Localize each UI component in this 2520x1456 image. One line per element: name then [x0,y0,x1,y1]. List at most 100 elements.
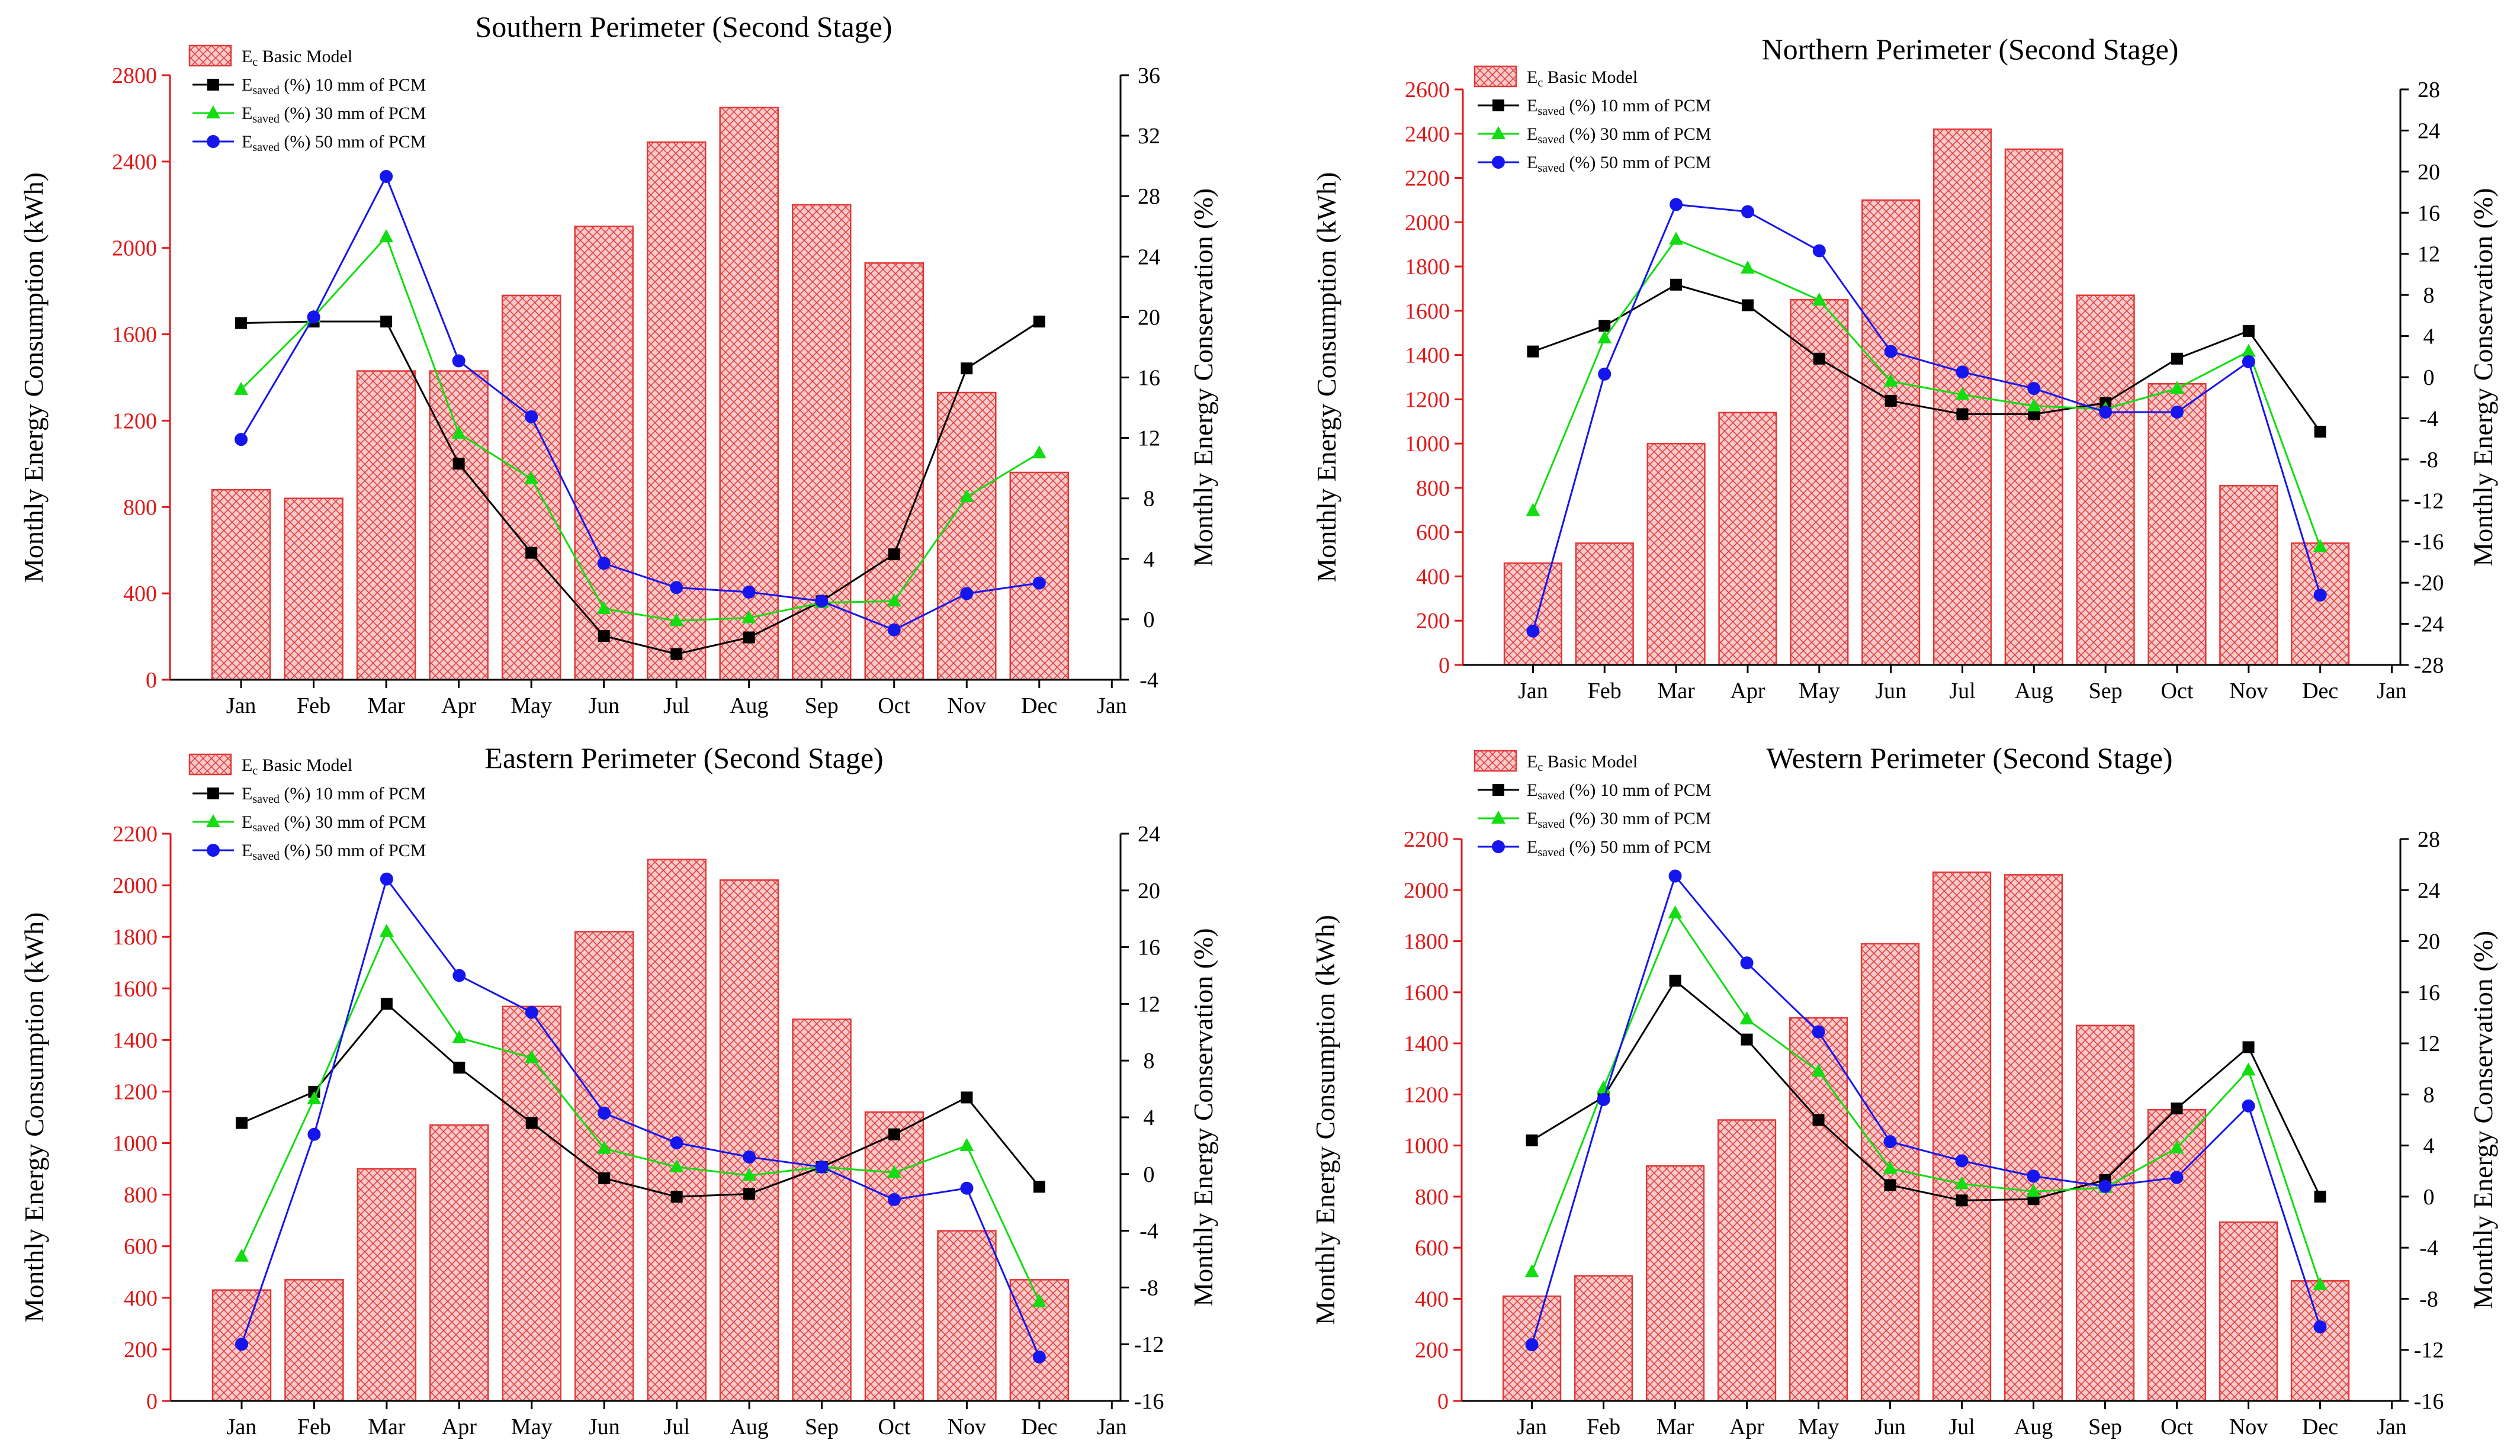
marker-s3-oct [2170,406,2184,419]
bar-nov [937,1230,997,1402]
y-axis-title: Monthly Energy Consumption (kWh) [18,172,49,583]
marker-s3-jun [597,557,611,570]
marker-s2-jan [1526,503,1540,516]
x-tick-label: Sep [2089,679,2123,703]
right-tick-label: -12 [1134,1332,1164,1357]
left-tick-label: 1800 [1405,255,1450,279]
legend-label-1: Esaved (%) 10 mm of PCM [1527,780,1711,802]
marker-s3-sep [815,1160,829,1174]
marker-s3-aug [742,585,756,599]
right-tick-label: 12 [1138,992,1160,1017]
x-tick-label: Aug [730,693,768,718]
marker-s3-mar [380,170,393,184]
marker-s3-sep [815,594,829,608]
right-tick-label: 4 [1144,1105,1155,1130]
right-tick-label: 8 [2423,283,2435,308]
marker-s2-dec [1032,1294,1046,1307]
marker-s3-jan [235,1338,248,1351]
x-tick-label: Jul [663,693,689,718]
left-tick-label: 1000 [113,1132,158,1156]
marker-s2-apr [452,1030,467,1043]
marker-s1-jul [1956,1194,1968,1207]
marker-s1-apr [1741,1033,1753,1046]
x-tick-label: Jun [1874,1415,1906,1439]
bar-dec [2290,1280,2350,1402]
legend-marker-3 [1492,156,1505,169]
marker-s1-aug [743,1188,756,1200]
y-axis-title: Monthly Energy Consumption (kWh) [1310,915,1340,1325]
right-tick-label: -24 [2414,612,2444,637]
marker-s3-feb [307,1127,321,1141]
bar-jan [1503,562,1563,666]
legend-swatch-bars [188,753,232,776]
chart-title: Southern Perimeter (Second Stage) [476,10,893,43]
left-tick-label: 2000 [113,873,158,898]
marker-s2-jun [596,601,611,615]
x-tick-label: Jun [589,1415,620,1439]
right-tick-label: 4 [2423,1134,2435,1159]
x-tick-label: Dec [2302,1415,2338,1439]
left-tick-label: 1000 [1405,432,1450,457]
left-tick-label: 2000 [1404,878,1449,903]
series-line-2 [240,235,1040,622]
marker-s2-jun [1883,373,1898,387]
right-tick-label: 20 [1138,879,1160,904]
marker-s1-may [525,547,538,559]
x-tick-label: Jul [663,1415,689,1439]
marker-s2-may [1812,292,1826,306]
marker-s1-nov [2242,1041,2255,1053]
series-line-2 [1531,911,2321,1285]
left-tick-label: 2400 [1405,122,1450,147]
x-tick-label: Apr [442,1415,477,1439]
series-line-3 [1531,874,2321,1345]
left-tick-label: 600 [124,1235,158,1259]
legend-label-1: Esaved (%) 10 mm of PCM [1527,96,1711,118]
y2-axis-title: Monthly Energy Conservation (%) [2468,188,2498,566]
x-tick-label: Jan [1517,1415,1547,1439]
marker-s3-oct [887,1193,901,1206]
right-tick-label: 24 [2418,878,2440,903]
left-tick-label: 0 [146,668,157,693]
right-tick-label: 16 [1138,366,1160,391]
left-tick-label: 1800 [113,925,158,950]
x-tick-label: Jun [1875,679,1906,703]
legend-label-3: Esaved (%) 50 mm of PCM [1527,153,1711,175]
right-tick-label: 24 [2418,118,2440,143]
x-tick-label: Nov [2229,1415,2268,1439]
marker-s2-nov [2241,343,2256,357]
marker-s3-sep [2099,406,2113,419]
chart-panel-3: 0200400600800100012001400160018002000220… [19,741,1218,1439]
right-tick-label: -4 [1139,668,1158,693]
x-tick-label: Mar [1657,679,1695,703]
marker-s1-oct [2171,352,2183,365]
marker-s1-jun [1885,394,1897,407]
right-tick-label: 28 [2418,827,2440,852]
marker-s3-sep [2098,1179,2112,1193]
right-tick-label: 16 [2418,201,2440,226]
x-tick-label: Nov [2229,679,2268,703]
marker-s1-jan [1526,1134,1538,1147]
right-tick-label: 0 [2423,365,2435,390]
right-tick-label: -4 [2419,1236,2438,1261]
marker-s3-mar [380,872,393,886]
right-tick-label: 0 [2423,1185,2435,1210]
marker-s1-apr [453,1062,466,1074]
marker-s3-dec [1032,576,1046,590]
marker-s3-jan [235,433,248,446]
legend: Ec Basic Model Esaved (%) 10 mm of PCM Esa… [1474,65,1711,175]
right-tick-label: -28 [2414,653,2444,678]
bar-dec [1009,471,1070,681]
marker-s1-nov [2242,324,2255,337]
marker-s1-jan [235,317,248,329]
marker-s3-nov [960,1181,974,1195]
marker-s2-apr [1739,1011,1754,1025]
left-tick-label: 1800 [1404,930,1449,954]
x-tick-label: Oct [2161,679,2194,703]
marker-s3-dec [2313,1320,2327,1333]
x-tick-label: Sep [2088,1415,2122,1439]
y-axis-title: Monthly Energy Consumption (kWh) [19,912,49,1323]
x-tick-label: May [511,693,552,718]
left-tick-label: 600 [1416,520,1450,545]
marker-s3-jun [1883,1135,1897,1149]
left-tick-label: 400 [1416,564,1450,589]
